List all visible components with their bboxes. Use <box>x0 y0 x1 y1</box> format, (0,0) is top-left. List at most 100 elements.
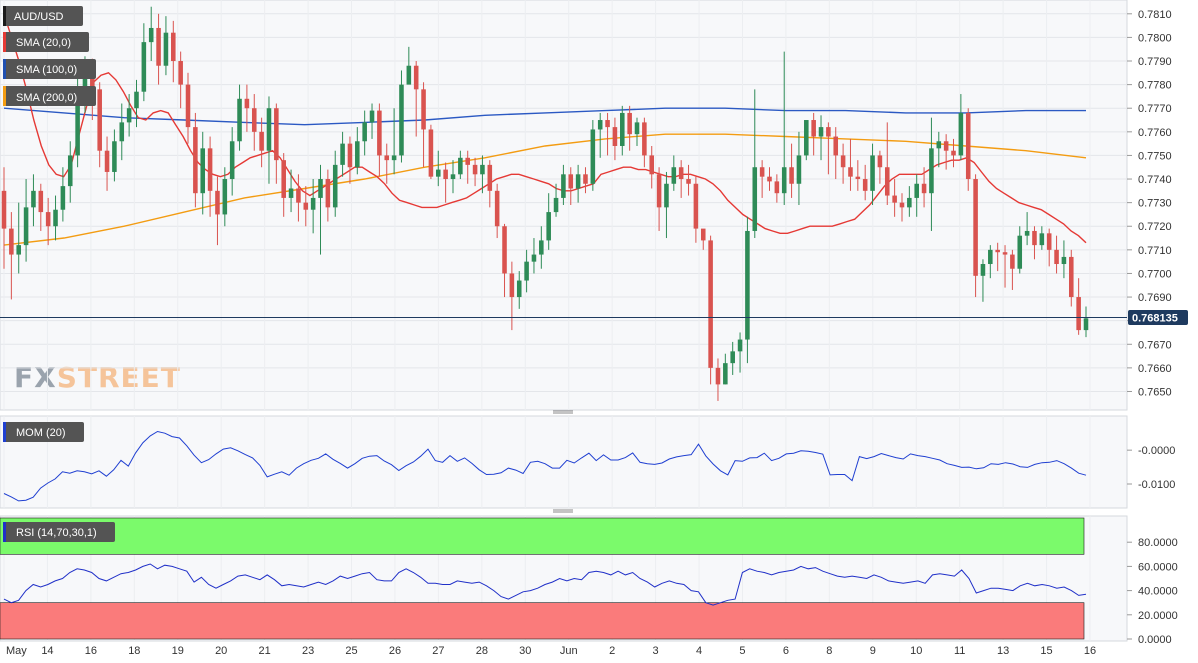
candle-body <box>804 120 809 156</box>
time-tick-label: 27 <box>432 645 444 657</box>
legend-rsi[interactable]: RSI (14,70,30,1) <box>3 522 115 542</box>
candle-body <box>789 167 794 184</box>
legend-rsi-label: RSI (14,70,30,1) <box>16 527 97 539</box>
candle-body <box>413 65 419 90</box>
candle-body <box>1017 235 1023 269</box>
candle-body <box>796 155 802 184</box>
candle-body <box>163 32 169 66</box>
candle-body <box>406 65 412 85</box>
candle-body <box>450 174 456 180</box>
legend-sma200-label: SMA (200,0) <box>16 92 77 104</box>
time-tick-label: 16 <box>1084 645 1096 657</box>
candle-body <box>288 188 294 198</box>
candle-body <box>671 167 677 184</box>
price-tick-label: 0.7690 <box>1138 292 1172 304</box>
candle-body <box>31 190 36 208</box>
candle-body <box>656 174 662 208</box>
candle-body <box>958 112 964 156</box>
price-tick-label: 0.7770 <box>1138 103 1172 115</box>
candle-body <box>914 183 919 198</box>
candle-body <box>539 240 544 255</box>
candle-body <box>332 164 338 208</box>
candle-body <box>951 150 956 156</box>
panel-resize-handle[interactable] <box>553 410 573 414</box>
legend-momentum-label: MOM (20) <box>16 427 66 439</box>
candle-body <box>67 155 73 187</box>
candle-body <box>156 27 161 66</box>
candle-body <box>818 127 824 137</box>
candle-body <box>752 167 758 231</box>
candle-body <box>487 164 493 191</box>
candle-body <box>678 167 684 180</box>
candle-body <box>480 164 485 175</box>
legend-sma100[interactable]: SMA (100,0) <box>3 59 96 79</box>
candle-body <box>833 136 839 156</box>
price-tick-label: 0.7650 <box>1138 386 1172 398</box>
candle-body <box>642 122 647 156</box>
candle-body <box>583 174 588 184</box>
time-tick-label: 16 <box>85 645 97 657</box>
candle-body <box>119 122 125 142</box>
candle-body <box>884 167 890 196</box>
time-tick-label: 4 <box>696 645 702 657</box>
candle-body <box>627 112 632 135</box>
candle-body <box>745 230 750 340</box>
candle-body <box>715 367 721 385</box>
candle-body <box>649 155 655 175</box>
rsi-tick-label: 60.0000 <box>1138 561 1178 573</box>
candle-body <box>708 240 713 368</box>
sma20-line <box>3 13 1087 244</box>
candle-body <box>251 108 257 132</box>
candle-body <box>355 141 360 168</box>
candle-body <box>848 167 853 177</box>
candle-body <box>60 186 66 210</box>
legend-sma200[interactable]: SMA (200,0) <box>3 86 96 106</box>
last-price-value: 0.768135 <box>1132 312 1178 324</box>
time-tick-label: 5 <box>739 645 745 657</box>
price-tick-label: 0.7780 <box>1138 80 1172 92</box>
candle-body <box>1039 233 1045 246</box>
time-tick-label: 8 <box>826 645 832 657</box>
time-tick-label: 9 <box>870 645 876 657</box>
candle-body <box>222 179 228 215</box>
candle-body <box>16 245 22 255</box>
candle-body <box>148 27 154 43</box>
legend-momentum[interactable]: MOM (20) <box>3 422 84 442</box>
candle-body <box>369 110 375 123</box>
rsi-tick-label: 40.0000 <box>1138 586 1178 598</box>
rsi-tick-label: 80.0000 <box>1138 537 1178 549</box>
candle-body <box>700 228 706 241</box>
sma100-line <box>3 107 1086 126</box>
price-tick-label: 0.7730 <box>1138 198 1172 210</box>
candle-body <box>921 183 927 194</box>
price-tick-label: 0.7710 <box>1138 245 1172 257</box>
panel-resize-handle[interactable] <box>553 509 573 513</box>
candle-body <box>97 89 102 151</box>
candle-body <box>171 32 176 62</box>
momentum-panel <box>0 415 1128 509</box>
candle-body <box>693 183 699 229</box>
candle-body <box>737 339 743 352</box>
candle-body <box>1083 318 1089 331</box>
candle-body <box>980 264 986 276</box>
legend-sma20[interactable]: SMA (20,0) <box>3 32 89 52</box>
candle-body <box>185 84 191 128</box>
legend-symbol[interactable]: AUD/USD <box>3 6 83 26</box>
time-tick-label: 26 <box>389 645 401 657</box>
mom-tick-label: -0.0100 <box>1138 479 1175 491</box>
time-tick-label: 21 <box>259 645 271 657</box>
legend-sma100-label: SMA (100,0) <box>16 64 77 76</box>
last-price-tag: 0.768135 <box>1128 309 1188 325</box>
candle-body <box>531 254 537 262</box>
rsi-oversold-zone <box>0 602 1085 640</box>
candle-body <box>215 190 220 215</box>
candle-body <box>907 197 912 208</box>
candle-body <box>524 261 529 281</box>
price-tick-label: 0.7750 <box>1138 150 1172 162</box>
candle-body <box>965 112 971 180</box>
candle-body <box>1032 230 1037 246</box>
candle-body <box>605 120 610 128</box>
mom-tick-label: -0.0000 <box>1138 445 1175 457</box>
price-tick-label: 0.7800 <box>1138 32 1172 44</box>
time-tick-label: 28 <box>476 645 488 657</box>
